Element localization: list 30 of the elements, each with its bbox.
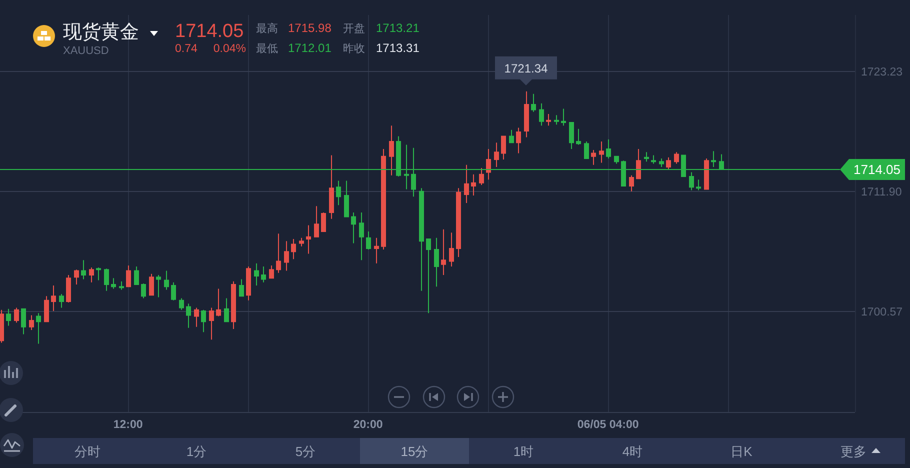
- y-tick-label: 1700.57: [861, 306, 903, 318]
- header-text: 0.04%: [213, 43, 246, 55]
- button-timeframe: 1时: [469, 438, 578, 464]
- button-timeframe: 日K: [687, 438, 796, 464]
- header-text: 0.74: [175, 43, 198, 55]
- price-tag: 1714.05: [840, 159, 905, 180]
- header-text: 1715.98: [288, 21, 332, 35]
- button-timeframe: 4时: [578, 438, 687, 464]
- header-text: 最低: [256, 43, 278, 55]
- header-text: 1713.21: [376, 21, 420, 35]
- button-timeframe: 5分: [251, 438, 360, 464]
- header-text: 昨收: [343, 43, 365, 55]
- x-tick-label: 06/05 04:00: [577, 419, 639, 431]
- y-tick-label: 1723.23: [861, 66, 903, 78]
- header-text: 1714.05: [175, 21, 244, 42]
- header-text: 开盘: [343, 23, 365, 35]
- button-timeframe: 更多: [796, 438, 905, 464]
- x-tick-label: 20:00: [353, 419, 383, 431]
- title: 现货黄金: [63, 22, 139, 43]
- ref-line-label: 1714.05: [854, 162, 900, 177]
- y-tick-label: 1711.90: [861, 186, 902, 198]
- header-text: 1713.31: [376, 41, 420, 55]
- button-timeframe: 15分: [360, 438, 469, 464]
- header-text: 最高: [256, 23, 278, 35]
- annotation: 1721.34: [504, 61, 548, 76]
- header-text: 1712.01: [288, 41, 332, 55]
- subtitle: XAUUSD: [63, 45, 109, 57]
- button-timeframe: 1分: [142, 438, 251, 464]
- button-timeframe: 分时: [33, 438, 142, 464]
- x-tick-label: 12:00: [113, 419, 143, 431]
